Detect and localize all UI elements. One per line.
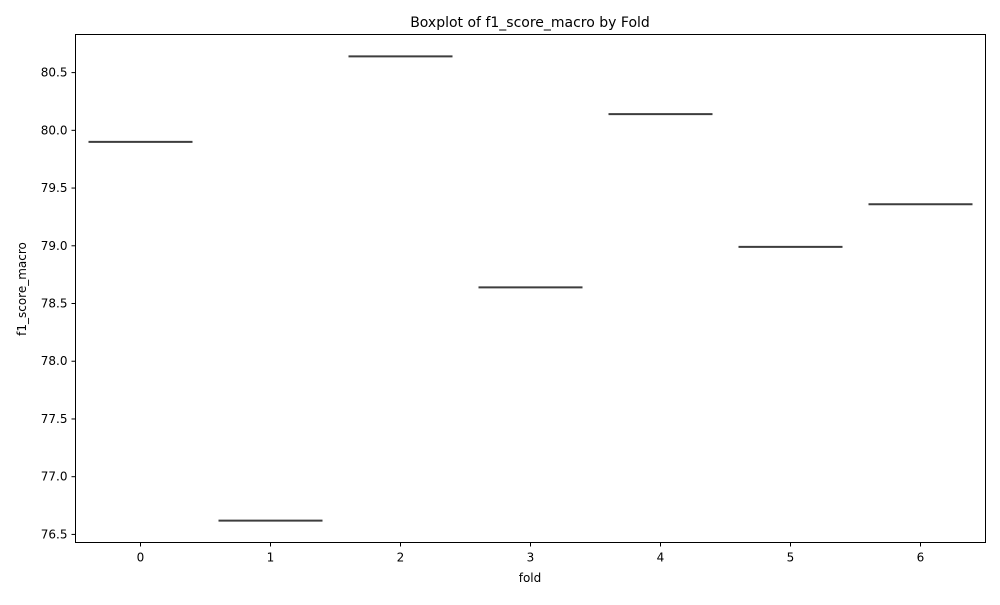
y-axis-title: f1_score_macro (15, 242, 29, 336)
y-tick-label: 80.0 (41, 123, 68, 137)
y-tick-label: 76.5 (41, 527, 68, 541)
y-tick-label: 78.5 (41, 297, 68, 311)
x-tick-label: 1 (267, 551, 275, 565)
x-axis-title: fold (519, 571, 542, 585)
y-tick-label: 77.0 (41, 470, 68, 484)
x-tick-label: 3 (527, 551, 535, 565)
x-tick-label: 6 (917, 551, 925, 565)
y-tick-label: 80.5 (41, 66, 68, 80)
x-tick-label: 2 (397, 551, 405, 565)
y-tick-label: 79.0 (41, 239, 68, 253)
y-tick-label: 78.0 (41, 354, 68, 368)
y-tick-label: 79.5 (41, 181, 68, 195)
plot-frame (75, 34, 986, 543)
plot-marks: 76.5 77.0 77.5 78.0 78.5 79.0 79.5 80.0 80.5 0 1 2 3… (41, 55, 973, 565)
chart-title: Boxplot of f1_score_macro by Fold (410, 15, 650, 31)
x-tick-label: 5 (787, 551, 795, 565)
x-tick-label: 4 (657, 551, 665, 565)
x-tick-label: 0 (137, 551, 145, 565)
y-tick-label: 77.5 (41, 412, 68, 426)
